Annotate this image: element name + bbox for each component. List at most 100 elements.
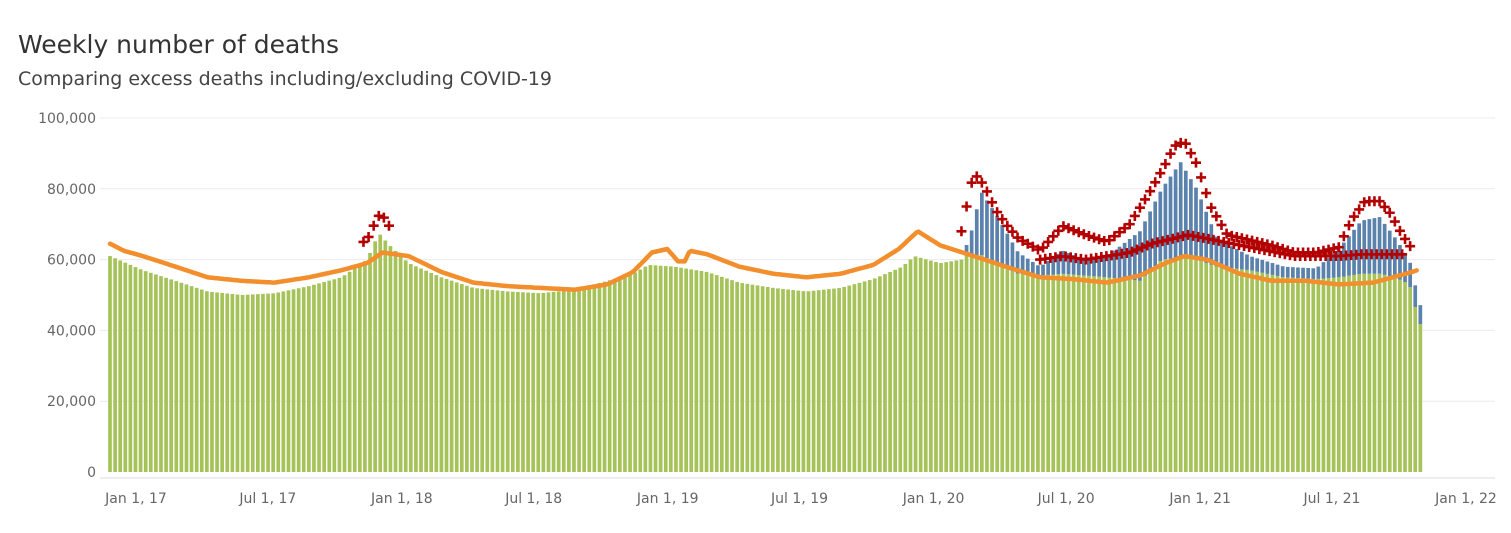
threshold-marker-stroke xyxy=(971,171,982,182)
bar-non-covid xyxy=(276,292,281,472)
bar-non-covid xyxy=(1229,268,1234,472)
bar-non-covid xyxy=(454,282,459,472)
bar-covid xyxy=(1102,256,1107,278)
bar-non-covid xyxy=(475,288,479,472)
bar-non-covid xyxy=(1020,274,1025,472)
threshold-marker xyxy=(1043,236,1054,247)
bar-covid xyxy=(1010,242,1015,272)
threshold-marker xyxy=(987,197,998,208)
bar-non-covid xyxy=(245,294,250,472)
bar-non-covid xyxy=(949,261,954,472)
bar-non-covid xyxy=(959,259,964,472)
bar-non-covid xyxy=(179,282,184,472)
x-tick-label: Jul 1, 17 xyxy=(238,491,296,507)
bar-non-covid xyxy=(811,290,816,472)
bar-non-covid xyxy=(1178,257,1183,472)
bar-non-covid xyxy=(531,292,536,472)
bar-non-covid xyxy=(1377,273,1382,472)
bar-non-covid xyxy=(827,289,831,472)
bar-non-covid xyxy=(1260,272,1265,472)
threshold-marker-stroke xyxy=(1389,216,1400,227)
bar-non-covid xyxy=(419,268,423,472)
bar-non-covid xyxy=(893,269,898,472)
bar-non-covid xyxy=(210,291,214,472)
bar-covid xyxy=(1041,264,1045,276)
threshold-marker xyxy=(1109,231,1120,242)
bar-non-covid xyxy=(1066,274,1071,472)
bar-non-covid xyxy=(1158,261,1163,472)
bar-non-covid xyxy=(872,278,877,472)
bar-non-covid xyxy=(760,286,765,472)
bar-non-covid xyxy=(898,267,903,472)
threshold-marker xyxy=(1114,227,1125,238)
bar-non-covid xyxy=(607,280,612,472)
bar-non-covid xyxy=(327,280,332,472)
bar-non-covid xyxy=(383,240,388,472)
y-tick-label: 100,000 xyxy=(38,111,96,127)
bar-non-covid xyxy=(1112,278,1117,472)
bar-non-covid xyxy=(1117,278,1122,472)
bar-non-covid xyxy=(434,275,439,472)
threshold-marker-stroke xyxy=(1109,231,1120,242)
threshold-marker xyxy=(1022,238,1033,249)
threshold-marker xyxy=(1104,235,1115,246)
threshold-marker-stroke xyxy=(363,231,374,242)
bar-non-covid xyxy=(786,289,790,472)
threshold-marker xyxy=(1126,246,1137,257)
bar-covid xyxy=(1117,246,1122,279)
bar-non-covid xyxy=(1270,274,1275,472)
threshold-marker-stroke xyxy=(1134,202,1145,213)
bar-non-covid xyxy=(194,287,199,472)
bar-non-covid xyxy=(184,284,189,472)
threshold-marker-stroke xyxy=(1022,238,1033,249)
bar-covid xyxy=(1056,253,1061,275)
bar-non-covid xyxy=(1367,273,1372,472)
bar-non-covid xyxy=(985,258,989,472)
bar-covid xyxy=(1132,235,1137,281)
threshold-marker-stroke xyxy=(1216,219,1227,230)
bar-non-covid xyxy=(266,293,270,472)
bar-non-covid xyxy=(1046,274,1050,472)
bar-covid xyxy=(1265,261,1270,274)
bar-covid xyxy=(1107,254,1112,278)
bar-non-covid xyxy=(612,278,617,472)
bar-covid xyxy=(1336,248,1341,278)
bar-non-covid xyxy=(143,271,148,472)
bar-non-covid xyxy=(250,294,255,472)
threshold-marker xyxy=(992,207,1003,218)
bar-non-covid xyxy=(1183,258,1188,472)
bar-non-covid xyxy=(261,293,265,472)
bar-covid xyxy=(1275,264,1280,276)
threshold-markers xyxy=(358,137,1416,265)
threshold-marker xyxy=(1216,219,1227,230)
bar-non-covid xyxy=(1265,273,1270,472)
bar-non-covid xyxy=(1087,275,1091,472)
bar-covid xyxy=(1260,259,1265,273)
threshold-marker-stroke xyxy=(1221,228,1232,239)
bar-covid xyxy=(1036,265,1040,276)
bar-non-covid xyxy=(653,265,658,472)
bar-covid xyxy=(1168,176,1173,259)
bar-covid xyxy=(1122,242,1127,280)
threshold-marker-stroke xyxy=(1177,231,1188,242)
bar-non-covid xyxy=(490,289,495,472)
bar-covid xyxy=(1199,199,1203,262)
bar-non-covid xyxy=(1173,258,1178,472)
bar-non-covid xyxy=(133,267,138,472)
bar-non-covid xyxy=(990,261,994,472)
bar-non-covid xyxy=(510,291,515,472)
x-tick-label: Jul 1, 20 xyxy=(1037,491,1095,507)
y-tick-label: 80,000 xyxy=(47,182,96,198)
threshold-marker xyxy=(1384,207,1395,218)
bar-covid xyxy=(1153,201,1158,266)
bar-non-covid xyxy=(572,289,576,472)
x-tick-label: Jul 1, 18 xyxy=(504,491,562,507)
bar-non-covid xyxy=(862,281,867,472)
threshold-marker xyxy=(1349,211,1360,222)
bar-non-covid xyxy=(118,260,123,472)
bar-non-covid xyxy=(740,283,745,472)
threshold-marker-stroke xyxy=(966,177,977,188)
x-tick-label: Jul 1, 21 xyxy=(1302,491,1360,507)
bar-covid xyxy=(1127,238,1132,280)
threshold-marker-stroke xyxy=(1058,221,1069,232)
